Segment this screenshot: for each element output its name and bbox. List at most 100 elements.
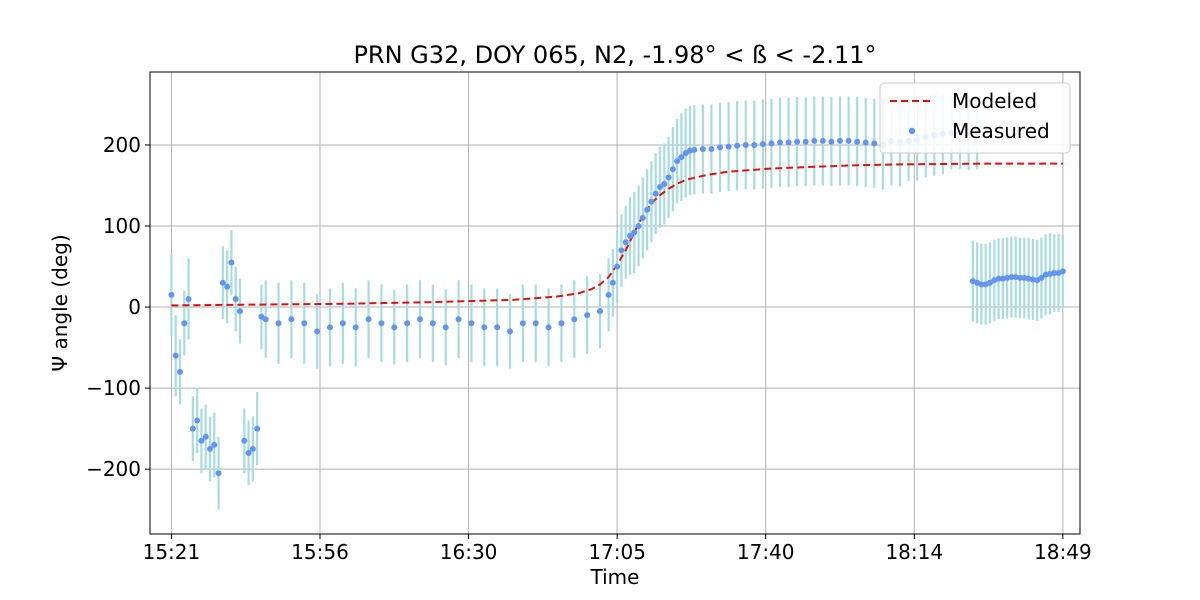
measured-point [768,140,775,147]
measured-point [228,259,235,266]
measured-point [207,445,213,452]
measured-point [597,308,603,315]
axis-ticks: 15:21 15:56 16:30 17:05 17:40 18:14 18:49 −200 −… [86,133,1092,564]
measured-point [172,352,179,359]
measured-point [622,239,629,246]
measured-point [661,180,668,187]
measured-point [507,328,513,335]
measured-point [237,308,243,315]
measured-point [648,198,655,205]
measured-point [177,368,183,375]
y-tick-label: 100 [103,214,141,238]
y-tick-label: −200 [86,457,141,481]
legend: Modeled Measured [879,82,1071,154]
x-tick-label: 18:14 [885,540,943,564]
measured-point [777,139,783,146]
measured-point [665,174,672,181]
legend-measured-swatch [908,127,916,135]
measured-point [558,320,565,327]
measured-point [249,445,256,452]
measured-point [717,144,723,151]
measured-point [301,320,308,327]
measured-point [481,324,488,331]
measured-point [699,146,706,152]
measured-point [391,324,398,331]
measured-point [1059,268,1066,275]
measured-point [995,275,1002,282]
measured-point [811,137,818,144]
measured-point [674,158,681,165]
measured-point [339,320,346,327]
measured-point [751,141,758,148]
measured-point [644,206,651,213]
measured-point [759,141,766,148]
measured-point [232,295,239,302]
measured-point [1038,274,1045,281]
y-tick-label: 200 [103,133,141,157]
measured-point [734,142,741,149]
y-tick-label: −100 [86,376,141,400]
measured-point [828,138,835,145]
measured-point [819,137,826,144]
measured-point [1008,274,1015,281]
measured-point [194,417,201,424]
measured-point [404,320,411,327]
x-tick-label: 15:56 [291,540,349,564]
measured-point [978,281,985,288]
measured-point [794,138,801,145]
plot-frame [149,71,1081,535]
measured-point [314,328,321,335]
measured-point [288,316,295,323]
measured-point [584,312,591,319]
measured-point [241,437,248,444]
measured-point [854,138,861,145]
measured-point [609,279,616,286]
measured-point [468,320,475,327]
measured-point [708,146,715,152]
measured-point [785,139,792,146]
measured-point [635,223,642,229]
measured-point [275,320,282,327]
measured-point [802,138,809,145]
measured-point [545,324,552,331]
measured-point [219,279,226,286]
measured-point [327,324,333,331]
measured-point [571,316,578,323]
x-tick-label: 18:49 [1034,540,1092,564]
measured-point [352,324,359,331]
measured-point [185,295,192,302]
measured-point [519,320,526,327]
measured-point [691,146,698,153]
measured-point [215,470,222,477]
x-tick-label: 17:05 [588,540,646,564]
y-axis-label: Ψ angle (deg) [48,234,72,371]
measured-point [429,320,436,327]
measured-point [639,214,646,221]
measured-point [652,190,659,197]
measured-point [378,320,385,327]
measured-point [181,320,188,327]
x-tick-label: 15:21 [143,540,201,564]
measured-point [1017,274,1023,281]
measured-point [1051,270,1058,277]
measured-point [627,232,633,239]
measured-point [605,291,612,298]
measured-point [532,320,539,327]
y-tick-label: 0 [128,295,141,319]
measured-point [678,154,685,161]
measured-point [631,229,638,236]
measured-point [168,291,175,298]
measured-point [657,184,663,191]
measured-point [442,324,449,331]
measured-point [742,141,749,148]
measured-point [725,143,732,150]
measured-point [202,433,209,440]
measured-point [211,441,218,448]
chart-title: PRN G32, DOY 065, N2, -1.98° < ß < -2.11… [353,41,876,69]
measured-point [365,316,372,323]
measured-point [862,139,869,146]
measured-point [198,437,205,444]
measured-point [618,247,625,254]
x-tick-label: 16:30 [440,540,498,564]
